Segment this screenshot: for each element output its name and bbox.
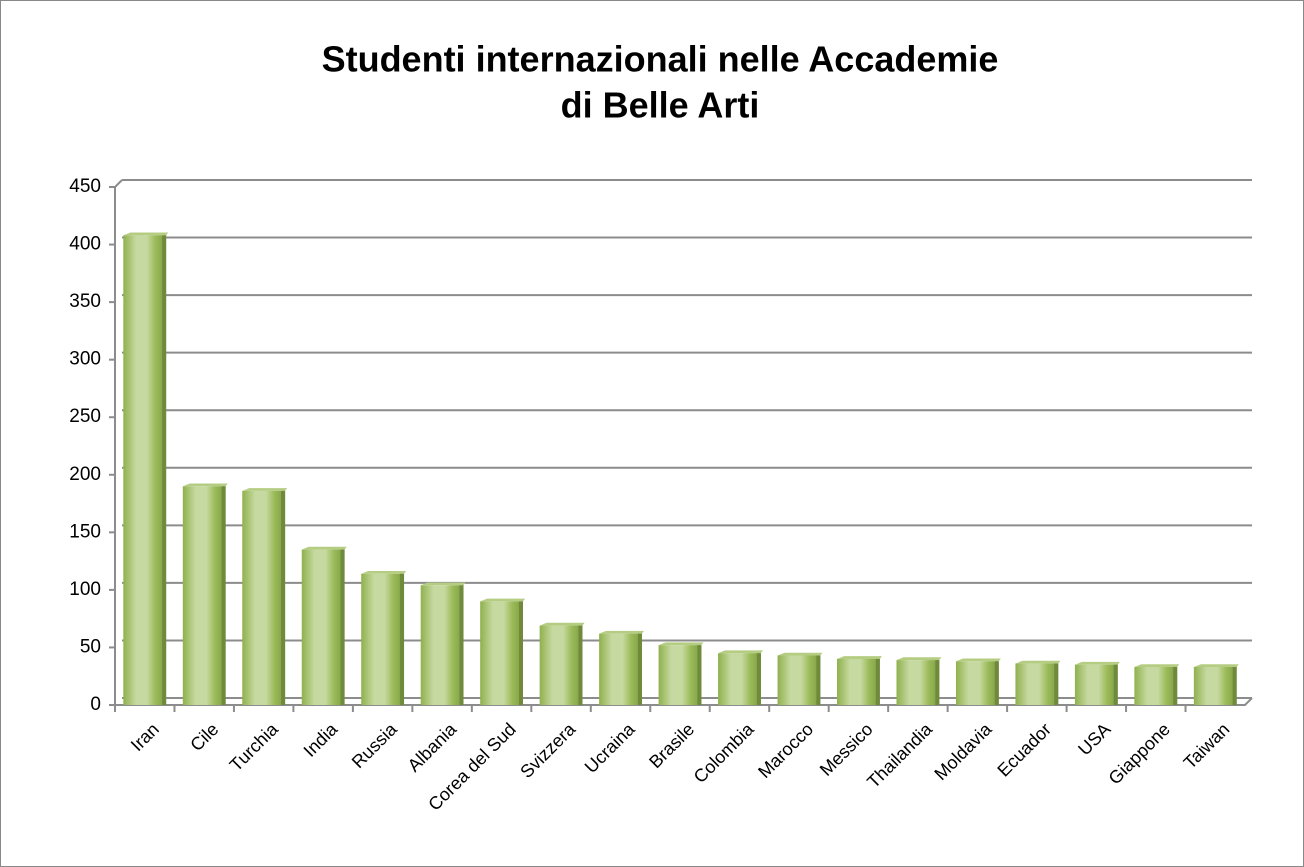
bar-top xyxy=(777,652,823,656)
bar-top xyxy=(1074,661,1120,665)
bar-side xyxy=(578,625,583,705)
y-tick-label: 100 xyxy=(69,579,101,600)
y-tick-label: 450 xyxy=(69,176,101,197)
bar-side xyxy=(994,661,999,705)
y-tick-label: 350 xyxy=(69,291,101,312)
bar-top xyxy=(242,488,288,491)
bar-top xyxy=(539,622,585,626)
bar-top xyxy=(955,658,1001,662)
bar-top xyxy=(301,546,347,550)
bar xyxy=(837,658,880,705)
bar xyxy=(896,660,940,705)
bar xyxy=(1015,663,1059,705)
bar-top xyxy=(1134,664,1180,668)
bar-side xyxy=(756,653,761,705)
bar xyxy=(718,653,761,705)
bar xyxy=(777,655,821,705)
bar xyxy=(658,645,702,705)
bar-side xyxy=(162,235,167,705)
bar-side xyxy=(637,633,642,705)
y-tick-label: 250 xyxy=(69,406,101,427)
bar-side xyxy=(1054,663,1059,705)
y-axis xyxy=(114,179,123,705)
bar-top xyxy=(123,232,169,236)
bar xyxy=(182,486,226,705)
bar-top xyxy=(182,483,228,487)
y-tick-label: 50 xyxy=(80,636,101,657)
bar xyxy=(361,573,405,705)
bar-side xyxy=(518,601,523,705)
bar xyxy=(420,585,464,705)
bar-side xyxy=(221,486,226,705)
bar xyxy=(1193,667,1237,705)
bar-side xyxy=(697,645,702,705)
bar-top xyxy=(718,650,763,654)
bar-top xyxy=(480,598,526,602)
y-tick-label: 0 xyxy=(90,694,101,715)
chart-title: di Belle Arti xyxy=(561,85,760,126)
bar-top xyxy=(896,657,942,661)
bar-side xyxy=(1232,667,1237,705)
y-tick-label: 200 xyxy=(69,464,101,485)
bar xyxy=(955,661,999,705)
bar-top xyxy=(599,630,645,634)
bar-side xyxy=(281,490,286,705)
bar-side xyxy=(400,573,405,705)
bar-side xyxy=(459,585,464,705)
chart-title: Studenti internazionali nelle Accademie xyxy=(322,39,999,80)
bar-top xyxy=(1015,660,1061,664)
bar-side xyxy=(340,549,345,705)
bar-side xyxy=(1173,667,1178,705)
bar xyxy=(1074,664,1118,705)
bar-top xyxy=(658,642,704,646)
y-tick-label: 400 xyxy=(69,234,101,255)
bar-top xyxy=(420,582,466,586)
bar xyxy=(539,625,583,705)
y-tick-label: 300 xyxy=(69,349,101,370)
bar xyxy=(599,633,642,705)
bar-side xyxy=(935,660,940,705)
bar xyxy=(123,235,167,705)
bar-top xyxy=(1193,664,1239,668)
bar-side xyxy=(816,655,821,705)
bar-side xyxy=(875,658,880,705)
bar xyxy=(301,549,345,705)
y-tick-label: 150 xyxy=(69,521,101,542)
bar-top xyxy=(361,570,407,574)
bar xyxy=(480,601,523,705)
bar xyxy=(1134,667,1178,705)
bar xyxy=(242,490,286,705)
bar-top xyxy=(837,656,882,659)
bar-side xyxy=(1113,664,1118,705)
